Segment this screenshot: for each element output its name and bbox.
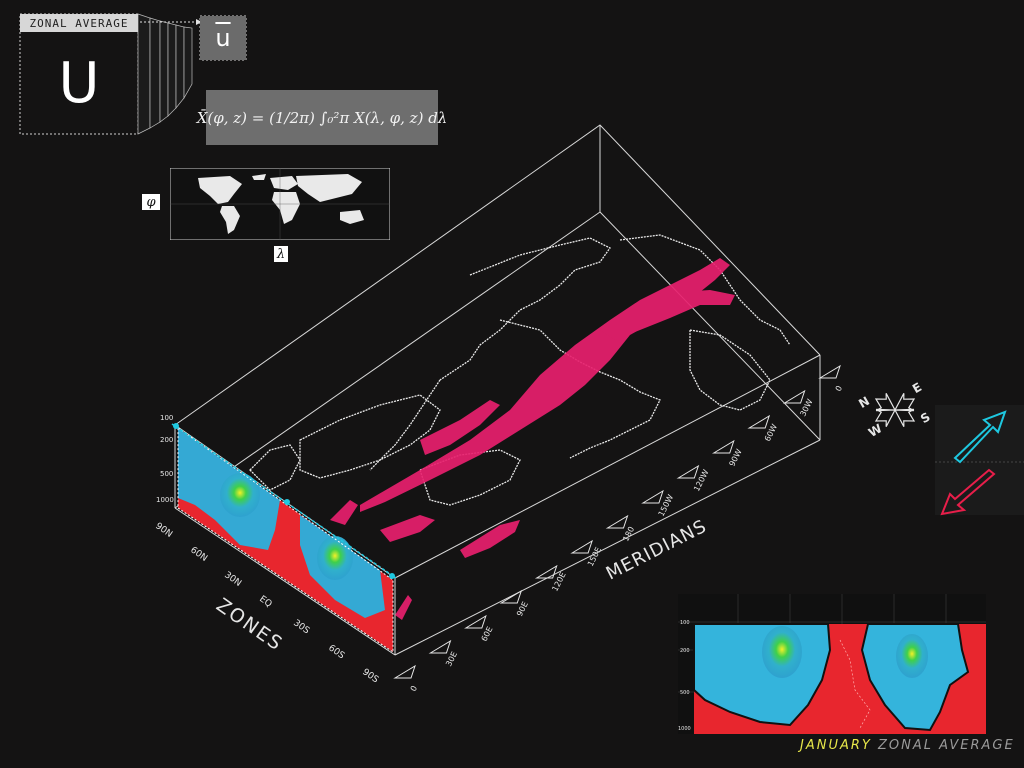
chart-pressure-tick: 500 — [680, 690, 690, 696]
pressure-tick: 1000 — [156, 496, 174, 504]
pressure-axis: 100 200 500 1000 — [156, 414, 174, 504]
meridian-triangle-icon — [818, 364, 841, 379]
meridian-triangle-icon — [534, 564, 558, 579]
eastward-arrow-icon — [953, 410, 1007, 464]
zone-tick: 60N — [188, 545, 209, 564]
zone-tick: EQ — [257, 594, 273, 610]
meridian-triangle-icon — [464, 614, 487, 629]
phi-axis-label: φ — [142, 194, 160, 210]
jet-stream-isosurfaces — [330, 258, 735, 620]
zonal-average-chart: 100 200 500 1000 — [678, 594, 986, 734]
meridian-tick: 150E — [586, 546, 603, 568]
meridian-triangle-icon — [782, 389, 806, 404]
map-continents — [198, 174, 364, 234]
meridian-triangle-icon — [676, 464, 700, 479]
meridian-triangle-icon — [570, 539, 593, 554]
coastlines — [249, 234, 791, 506]
compass-e: E — [910, 380, 924, 396]
world-map-inset — [170, 168, 390, 240]
zonal-average-formula: X̄(φ, z) = (1/2π) ∫₀²π X(λ, φ, z) dλ — [197, 90, 447, 145]
meridian-tick: 0 — [834, 384, 844, 393]
pressure-tick: 500 — [160, 470, 173, 478]
meridians-axis-label: MERIDIANS — [603, 516, 711, 585]
lambda-axis-label: λ — [274, 246, 288, 262]
pressure-tick: 100 — [160, 414, 173, 422]
meridian-tick: 30W — [798, 398, 814, 418]
zones-axis-label: ZONES — [212, 594, 287, 656]
meridian-tick: 120W — [692, 468, 711, 493]
meridian-tick: 0 — [409, 684, 419, 693]
chart-pressure-tick: 1000 — [678, 726, 691, 732]
zone-tick: 30S — [291, 618, 311, 636]
meridian-triangle-icon — [747, 414, 771, 429]
zone-tick: 90N — [153, 521, 174, 540]
flow-arrows — [935, 405, 1024, 516]
caption-text: ZONAL AVERAGE — [877, 738, 1015, 753]
compass-w: W — [866, 421, 884, 440]
westward-arrow-icon — [940, 468, 996, 516]
box-wireframe — [174, 124, 821, 656]
caption-month: JANUARY — [800, 738, 872, 753]
zonal-slices — [137, 13, 193, 135]
meridian-triangle-icon — [499, 589, 523, 604]
chart-caption: JANUARY ZONAL AVERAGE — [800, 738, 1015, 753]
u-variable: U — [58, 50, 100, 116]
cross-section-panel — [171, 423, 397, 653]
chart-pressure-tick: 200 — [680, 648, 690, 654]
zonal-average-label: ZONAL AVERAGE — [20, 14, 138, 32]
meridian-triangle-icon — [605, 514, 629, 529]
compass-s: S — [918, 410, 932, 426]
compass: N E W S — [856, 380, 932, 440]
meridian-tick: 60W — [763, 423, 779, 443]
meridian-tick: 90W — [728, 448, 744, 468]
meridian-triangle-icon — [641, 489, 664, 504]
u-bar-symbol: u — [215, 24, 231, 52]
zone-tick: 90S — [360, 667, 380, 685]
zone-tick: 30N — [222, 570, 243, 589]
compass-n: N — [856, 394, 872, 411]
meridian-triangle-icon — [393, 664, 416, 679]
u-bar-result: u — [200, 16, 246, 60]
zone-tick: 60S — [326, 643, 346, 661]
meridian-triangle-icon — [428, 639, 452, 654]
meridian-triangle-icon — [711, 439, 735, 454]
pressure-tick: 200 — [160, 436, 173, 444]
chart-pressure-tick: 100 — [680, 620, 690, 626]
zonal-box-frame — [19, 13, 247, 135]
meridian-tick: 120E — [550, 571, 567, 593]
